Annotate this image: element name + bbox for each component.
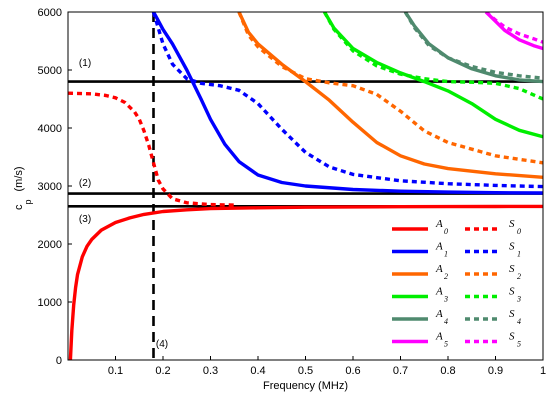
legend-label-sub: 4	[444, 317, 448, 326]
legend-label: S	[509, 263, 515, 275]
series-line-s3	[323, 12, 543, 101]
legend-label-sub: 1	[444, 250, 448, 259]
series-line-a4	[403, 12, 543, 84]
legend-label-sub: 5	[517, 340, 521, 349]
legend-label: A	[435, 286, 443, 298]
x-tick-label: 0.1	[108, 365, 123, 377]
legend-label-sub: 2	[517, 272, 521, 281]
legend-label: S	[509, 331, 515, 343]
axes: 0.1 0.2 0.3 0.4 0.5 0.6 0.7 0.8 0.9 1010002000300…	[38, 7, 547, 377]
series-line-a1	[152, 12, 543, 195]
legend-label: A	[435, 331, 443, 343]
x-tick-label: 0.8	[440, 365, 455, 377]
y-axis-label-unit: (m/s)	[13, 166, 25, 191]
x-tick-label: 0.5	[298, 365, 313, 377]
x-tick-label: 0.4	[250, 365, 265, 377]
legend-label-sub: 0	[517, 227, 521, 236]
legend-label: A	[435, 241, 443, 253]
annotations: (1) (2) (3) (4)	[79, 58, 168, 350]
series-line-a2	[237, 12, 543, 179]
legend-label-sub: 3	[516, 295, 521, 304]
y-axis-label-main: c	[13, 204, 25, 210]
y-tick-label: 1000	[38, 297, 62, 309]
legend-label-sub: 1	[517, 250, 521, 259]
x-tick-label: 0.3	[203, 365, 218, 377]
y-tick-label: 6000	[38, 7, 62, 19]
y-tick-label: 0	[56, 355, 62, 367]
legend-label-sub: 0	[444, 227, 448, 236]
x-tick-label: 0.9	[488, 365, 503, 377]
x-tick-label: 0.2	[155, 365, 170, 377]
series-line-s5	[484, 12, 543, 44]
y-tick-label: 2000	[38, 239, 62, 251]
legend-label-sub: 4	[517, 317, 521, 326]
legend-label: A	[435, 218, 443, 230]
y-axis-label: cp (m/s)	[13, 166, 33, 210]
x-tick-label: 0.7	[393, 365, 408, 377]
y-tick-label: 4000	[38, 123, 62, 135]
series-line-s1	[151, 12, 543, 189]
annotation-label: (2)	[79, 178, 91, 189]
x-tick-label: 0.6	[345, 365, 360, 377]
legend-label: S	[509, 218, 515, 230]
y-axis-label-text: cp (m/s)	[13, 166, 33, 210]
legend-label: S	[509, 286, 515, 298]
series-line-s4	[403, 12, 543, 80]
annotation-label: (3)	[79, 214, 91, 225]
legend-label-sub: 5	[444, 340, 448, 349]
legend-label: A	[435, 263, 443, 275]
legend-label: S	[509, 241, 515, 253]
annotation-label: (4)	[156, 339, 168, 350]
x-axis-label: Frequency (MHz)	[263, 380, 348, 392]
legend-label: A	[435, 308, 443, 320]
y-tick-label: 5000	[38, 65, 62, 77]
legend-label-sub: 2	[444, 272, 448, 281]
series-line-s0	[68, 91, 235, 207]
y-axis-label-sub: p	[23, 199, 33, 204]
x-tick-label: 1	[540, 365, 546, 377]
annotation-label: (1)	[79, 58, 91, 69]
series-line-a0	[68, 204, 543, 360]
y-tick-label: 3000	[38, 181, 62, 193]
legend-label: S	[509, 308, 515, 320]
legend-label-sub: 3	[443, 295, 448, 304]
series-layer	[68, 12, 543, 360]
series-line-s2	[237, 12, 543, 165]
